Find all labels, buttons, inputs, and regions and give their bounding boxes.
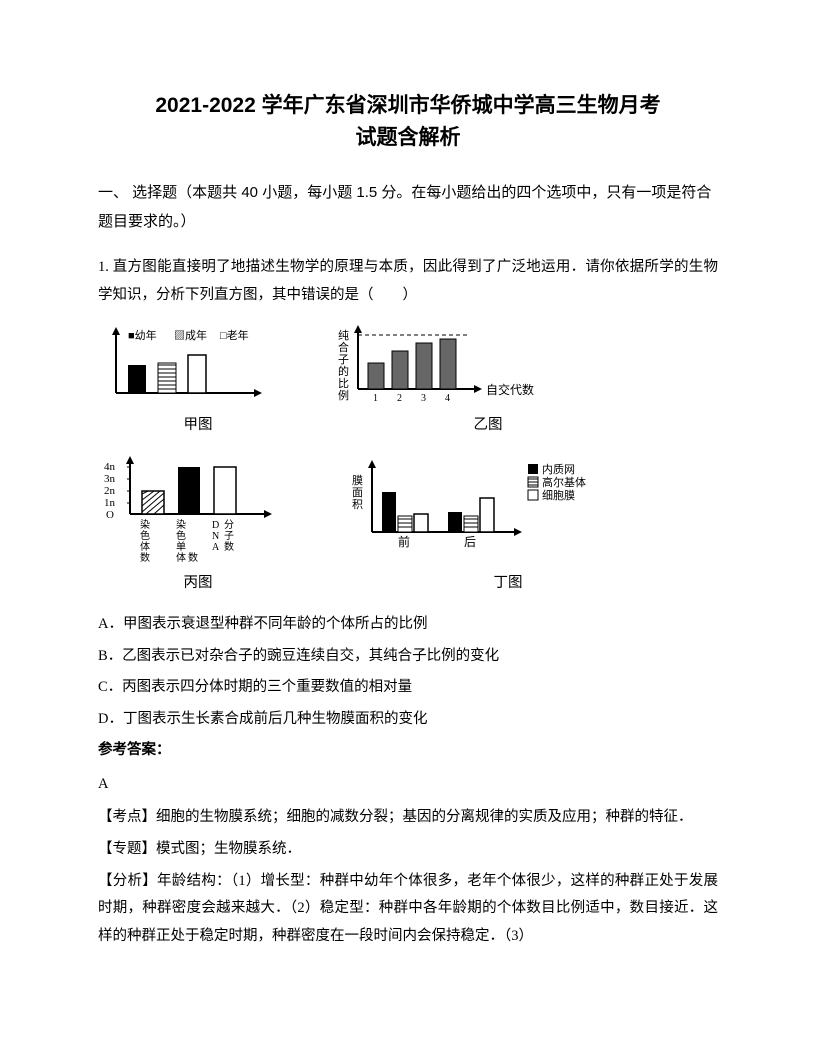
svg-text:数: 数	[224, 540, 234, 553]
label-ding: 丁图	[378, 570, 638, 598]
svg-text:3n: 3n	[104, 473, 116, 485]
answer-label: 参考答案：	[98, 737, 718, 765]
analysis-block: 【考点】细胞的生物膜系统；细胞的减数分裂；基因的分离规律的实质及应用；种群的特征…	[98, 804, 718, 950]
svg-text:后: 后	[464, 535, 476, 549]
page-title: 2021-2022 学年广东省深圳市华侨城中学高三生物月考 试题含解析	[98, 90, 718, 153]
svg-text:色: 色	[176, 529, 186, 542]
svg-text:▨成年: ▨成年	[174, 328, 207, 342]
chart-label-row-1: 甲图 乙图	[98, 412, 718, 440]
chart-yi: 纯 合 子 的 比 例 1 2 3 4 自交代数	[328, 321, 548, 406]
svg-text:1n: 1n	[104, 497, 116, 509]
svg-text:4: 4	[445, 393, 450, 404]
svg-text:子: 子	[224, 530, 234, 542]
option-d: D．丁图表示生长素合成前后几种生物膜面积的变化	[98, 706, 718, 734]
kaodian: 【考点】细胞的生物膜系统；细胞的减数分裂；基因的分离规律的实质及应用；种群的特征…	[98, 804, 718, 832]
chart-ding: 膜 面 积 内质网 高尔基体 细胞膜	[348, 454, 598, 564]
svg-text:合: 合	[338, 340, 349, 354]
title-line-1: 2021-2022 学年广东省深圳市华侨城中学高三生物月考	[155, 94, 660, 117]
svg-text:N: N	[212, 531, 219, 542]
answer-letter: A	[98, 771, 718, 799]
chart-yi-svg: 纯 合 子 的 比 例 1 2 3 4 自交代数	[328, 321, 548, 406]
svg-text:膜: 膜	[352, 474, 363, 487]
label-bing: 丙图	[98, 570, 298, 598]
chart-row-2: 4n 3n 2n 1n O 染色体数 染色单体 数 DNA 分子数	[98, 454, 718, 564]
svg-text:2: 2	[397, 393, 402, 404]
svg-text:前: 前	[398, 534, 410, 549]
label-jia: 甲图	[98, 412, 298, 440]
svg-text:体: 体	[176, 552, 186, 564]
svg-text:比: 比	[338, 377, 349, 390]
svg-text:纯: 纯	[338, 329, 349, 342]
svg-text:数: 数	[188, 551, 198, 564]
svg-text:4n: 4n	[104, 461, 116, 473]
chart-row-1: ■幼年 ▨成年 □老年 纯 合 子 的 比 例	[98, 321, 718, 406]
svg-text:的: 的	[338, 364, 349, 378]
svg-text:高尔基体: 高尔基体	[542, 475, 586, 489]
chart-ding-svg: 膜 面 积 内质网 高尔基体 细胞膜	[348, 454, 598, 564]
label-yi: 乙图	[358, 412, 618, 440]
question-text: 1. 直方图能直接明了地描述生物学的原理与本质，因此得到了广泛地运用．请你依据所…	[98, 254, 718, 309]
fenxi: 【分析】年龄结构：（1）增长型：种群中幼年个体很多，老年个体很少，这样的种群正处…	[98, 868, 718, 951]
chart-bing-svg: 4n 3n 2n 1n O 染色体数 染色单体 数 DNA 分子数	[98, 454, 288, 564]
svg-text:细胞膜: 细胞膜	[542, 489, 575, 502]
svg-text:O: O	[106, 509, 114, 521]
chart-label-row-2: 丙图 丁图	[98, 570, 718, 598]
options-block: A．甲图表示衰退型种群不同年龄的个体所占的比例 B．乙图表示已对杂合子的豌豆连续…	[98, 611, 718, 733]
svg-text:□老年: □老年	[220, 328, 249, 342]
title-line-2: 试题含解析	[356, 126, 461, 149]
svg-text:D: D	[212, 520, 219, 531]
svg-text:内质网: 内质网	[542, 462, 575, 476]
chart-jia: ■幼年 ▨成年 □老年	[98, 321, 268, 406]
svg-text:A: A	[212, 542, 220, 553]
chart-jia-svg: ■幼年 ▨成年 □老年	[98, 321, 268, 406]
option-a: A．甲图表示衰退型种群不同年龄的个体所占的比例	[98, 611, 718, 639]
svg-text:分: 分	[224, 519, 234, 531]
svg-text:单: 单	[176, 541, 186, 553]
zhuanti: 【专题】模式图；生物膜系统．	[98, 836, 718, 864]
svg-text:面: 面	[352, 487, 363, 499]
svg-text:积: 积	[352, 498, 363, 511]
svg-text:2n: 2n	[104, 485, 116, 497]
section-heading: 一、 选择题（本题共 40 小题，每小题 1.5 分。在每小题给出的四个选项中，…	[98, 179, 718, 236]
svg-text:色: 色	[140, 529, 150, 542]
option-c: C．丙图表示四分体时期的三个重要数值的相对量	[98, 674, 718, 702]
svg-text:染: 染	[140, 518, 150, 531]
svg-text:体: 体	[140, 541, 150, 553]
svg-text:例: 例	[338, 388, 349, 402]
svg-text:自交代数: 自交代数	[486, 382, 534, 397]
svg-text:数: 数	[140, 551, 150, 564]
chart-bing: 4n 3n 2n 1n O 染色体数 染色单体 数 DNA 分子数	[98, 454, 288, 564]
svg-text:■幼年: ■幼年	[128, 328, 157, 342]
svg-text:1: 1	[373, 393, 378, 404]
svg-text:3: 3	[421, 393, 426, 404]
option-b: B．乙图表示已对杂合子的豌豆连续自交，其纯合子比例的变化	[98, 643, 718, 671]
svg-text:染: 染	[176, 518, 186, 531]
svg-text:子: 子	[338, 353, 349, 366]
